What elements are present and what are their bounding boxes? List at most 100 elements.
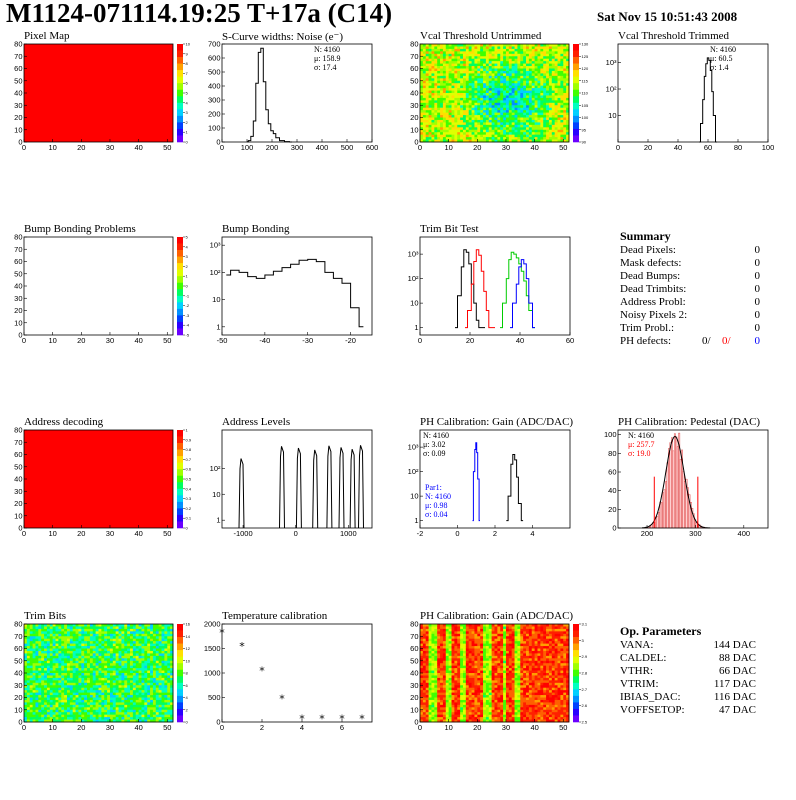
x-tick-label: 40 (674, 143, 682, 152)
y-tick-label: 700 (208, 40, 221, 49)
y-tick-label: 20 (14, 113, 22, 122)
y-tick-label: 50 (14, 656, 22, 665)
x-tick-label: 6 (340, 723, 344, 732)
color-scale (177, 430, 183, 528)
y-tick-label: 40 (410, 669, 418, 678)
axes-frame (420, 237, 570, 335)
color-scale (177, 237, 183, 335)
color-scale-label: -4 (186, 323, 190, 328)
address-level-peak (313, 450, 318, 528)
y-tick-label: 10 (410, 125, 418, 134)
scatter-point: * (239, 640, 245, 653)
y-tick-label: 80 (410, 620, 418, 629)
y-tick-label: 30 (14, 487, 22, 496)
y-tick-label: 10 (410, 705, 418, 714)
x-tick-label: 300 (291, 143, 304, 152)
summary-row: Dead Pixels:0 (620, 244, 780, 256)
y-tick-label: 30 (410, 681, 418, 690)
plot-area (226, 259, 363, 326)
x-tick-label: 10 (444, 723, 452, 732)
x-tick-label: 40 (134, 529, 142, 538)
y-tick-label: 10³ (210, 241, 221, 250)
y-tick-label: 0 (414, 718, 418, 727)
address-level-peak (359, 445, 364, 528)
x-tick-label: 20 (644, 143, 652, 152)
x-tick-label: -2 (417, 529, 424, 538)
x-tick-label: 30 (106, 723, 114, 732)
stats-entry: N: 4160 (628, 431, 654, 440)
y-tick-label: 40 (608, 486, 616, 495)
axes-frame (222, 44, 372, 142)
color-scale-label: 0.3 (186, 496, 192, 501)
y-tick-label: 0 (216, 718, 220, 727)
x-tick-label: 40 (530, 143, 538, 152)
color-scale-label: 0 (186, 284, 189, 289)
color-scale-label: 1 (186, 274, 189, 279)
y-tick-label: 0 (18, 718, 22, 727)
x-tick-label: 60 (704, 143, 712, 152)
y-tick-label: 10³ (408, 443, 419, 452)
color-scale-label: 105 (582, 103, 589, 108)
y-tick-label: 50 (14, 269, 22, 278)
y-tick-label: 10 (14, 511, 22, 520)
y-tick-label: 50 (410, 76, 418, 85)
x-tick-label: 400 (738, 529, 751, 538)
x-tick-label: 40 (134, 143, 142, 152)
x-tick-label: 400 (316, 143, 329, 152)
y-tick-label: 400 (208, 82, 221, 91)
plot-area (455, 250, 535, 328)
color-scale (177, 44, 183, 142)
x-tick-label: 0 (418, 723, 422, 732)
y-tick-label: 60 (14, 257, 22, 266)
y-tick-label: 20 (410, 113, 418, 122)
summary-row: Address Probl:0 (620, 296, 780, 308)
y-tick-label: 0 (216, 138, 220, 147)
op-parameters-title: Op. Parameters (620, 624, 701, 639)
y-tick-label: 10 (14, 125, 22, 134)
address-level-peak (280, 446, 285, 528)
stats-entry: N: 4160 (314, 45, 340, 54)
address-level-peak (239, 459, 244, 529)
y-tick-label: 500 (208, 693, 221, 702)
y-tick-label: 60 (410, 644, 418, 653)
op-param-row: CALDEL:88 DAC (620, 652, 780, 664)
x-tick-label: -1000 (233, 529, 252, 538)
y-tick-label: 50 (14, 462, 22, 471)
y-tick-label: 30 (14, 101, 22, 110)
color-scale-label: 0 (186, 140, 189, 145)
plot-area (247, 48, 292, 142)
x-tick-label: 20 (77, 723, 85, 732)
color-scale-label: 100 (582, 115, 589, 120)
color-scale-label: 12 (186, 646, 191, 651)
histogram-series-2 (473, 443, 481, 521)
x-tick-label: -30 (302, 336, 313, 345)
y-tick-label: 10 (608, 111, 616, 120)
x-tick-label: 600 (366, 143, 379, 152)
color-scale-label: 10 (186, 42, 191, 47)
y-tick-label: 80 (14, 426, 22, 435)
y-tick-label: 40 (14, 475, 22, 484)
histogram-series-1 (226, 259, 363, 326)
y-tick-label: 20 (14, 693, 22, 702)
x-tick-label: 50 (163, 723, 171, 732)
color-scale-label: 0.2 (186, 506, 192, 511)
y-tick-label: 2000 (204, 620, 221, 629)
y-tick-label: 70 (410, 632, 418, 641)
x-tick-label: 30 (106, 529, 114, 538)
color-scale-label: 6 (186, 683, 189, 688)
x-tick-label: 60 (566, 336, 574, 345)
stats-entry: μ: 158.9 (314, 54, 341, 63)
stats-entry: σ: 19.0 (628, 449, 651, 458)
x-tick-label: 40 (530, 723, 538, 732)
stats-entry: N: 4160 (423, 431, 449, 440)
color-scale-label: 14 (186, 634, 191, 639)
address-level-peak (327, 446, 332, 528)
color-scale-label: 2.6 (582, 703, 588, 708)
